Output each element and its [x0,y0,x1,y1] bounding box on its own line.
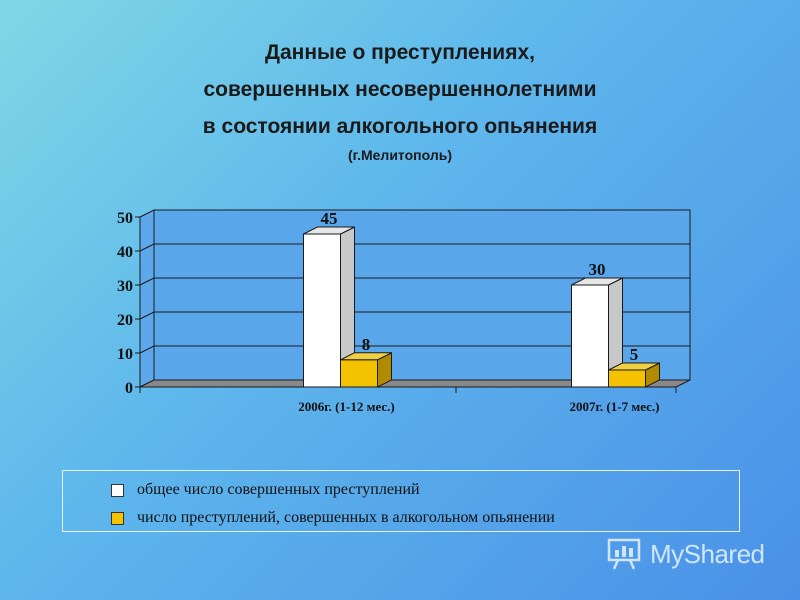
bar-top-alcohol-1 [608,362,660,371]
y-tick-label: 20 [117,312,133,329]
legend-item-alcohol: число преступлений, совершенных в алкого… [111,508,555,528]
legend-label-alcohol: число преступлений, совершенных в алкого… [137,509,555,526]
legend-label-total: общее число совершенных преступлений [137,481,420,498]
data-label: 5 [630,345,639,364]
data-label: 30 [589,260,606,279]
legend: общее число совершенных преступлений чис… [62,470,740,532]
y-tick-label: 0 [125,380,133,397]
chart-title: Данные о преступлениях, совершенных несо… [0,34,800,163]
gridline [139,277,690,286]
bar-top-total-0 [303,226,355,235]
title-line-1: Данные о преступлениях, [265,41,535,64]
title-line-3: в состоянии алкогольного опьянения [202,115,598,138]
legend-item-total: общее число совершенных преступлений [111,480,420,500]
y-tick-label: 30 [117,278,133,295]
bar-alcohol-1 [608,369,646,388]
legend-swatch-total [111,483,124,497]
bar-total-0 [303,233,341,388]
plot-side-wall [139,209,155,388]
y-tick-label: 40 [117,244,133,261]
title-line-2: совершенных несовершеннолетними [203,78,597,101]
bar-top-alcohol-0 [340,352,392,361]
legend-swatch-alcohol [111,511,124,525]
bar-alcohol-0 [340,359,378,388]
gridline [139,243,690,252]
y-tick-label: 10 [117,346,133,363]
presentation-icon [607,538,641,570]
data-label: 45 [321,209,338,228]
bar-total-1 [571,284,609,388]
watermark: MyShared [606,536,765,572]
bar-top-total-1 [571,277,623,286]
plot-floor [139,379,691,388]
x-category-label: 2007г. (1-7 мес.) [570,399,660,414]
gridline [139,345,690,354]
chart-subtitle: (г.Мелитополь) [348,147,452,163]
data-label: 8 [362,335,371,354]
x-category-label: 2006г. (1-12 мес.) [298,399,394,414]
y-tick-label: 50 [117,210,133,227]
gridline [139,311,690,320]
watermark-text: MyShared [650,538,765,569]
